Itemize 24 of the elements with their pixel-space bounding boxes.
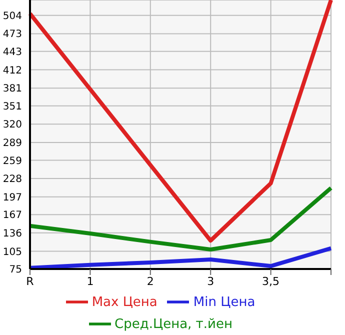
legend-label: Сред.Цена, т.йен bbox=[114, 317, 232, 332]
y-tick-label: 320 bbox=[2, 120, 22, 131]
x-tick-label: 2 bbox=[146, 274, 154, 288]
y-tick-label: 412 bbox=[2, 65, 22, 76]
y-tick-label: 443 bbox=[2, 46, 22, 58]
y-tick-label: 259 bbox=[2, 156, 22, 167]
y-tick-label: 136 bbox=[2, 228, 22, 240]
x-tick-label: 3 bbox=[207, 274, 214, 288]
line-series bbox=[28, 186, 333, 252]
legend-label: Min Цена bbox=[193, 295, 256, 310]
y-tick-label: 75 bbox=[9, 264, 22, 276]
y-tick-label: 351 bbox=[2, 101, 22, 112]
y-tick-label: 228 bbox=[2, 174, 22, 186]
y-tick-label: 197 bbox=[2, 192, 22, 204]
y-tick-label: 105 bbox=[2, 246, 22, 258]
y-tick-label: 167 bbox=[2, 210, 22, 222]
x-tick-label: 1 bbox=[86, 274, 94, 288]
y-tick-label: 289 bbox=[2, 138, 22, 150]
x-tick-label: R bbox=[26, 274, 34, 288]
legend-label: Max Цена bbox=[92, 295, 158, 310]
y-tick-label: 473 bbox=[2, 29, 22, 40]
x-tick-label: 3,5 bbox=[262, 274, 280, 288]
y-tick-label: 381 bbox=[2, 84, 22, 95]
y-tick-label: 504 bbox=[2, 10, 22, 22]
